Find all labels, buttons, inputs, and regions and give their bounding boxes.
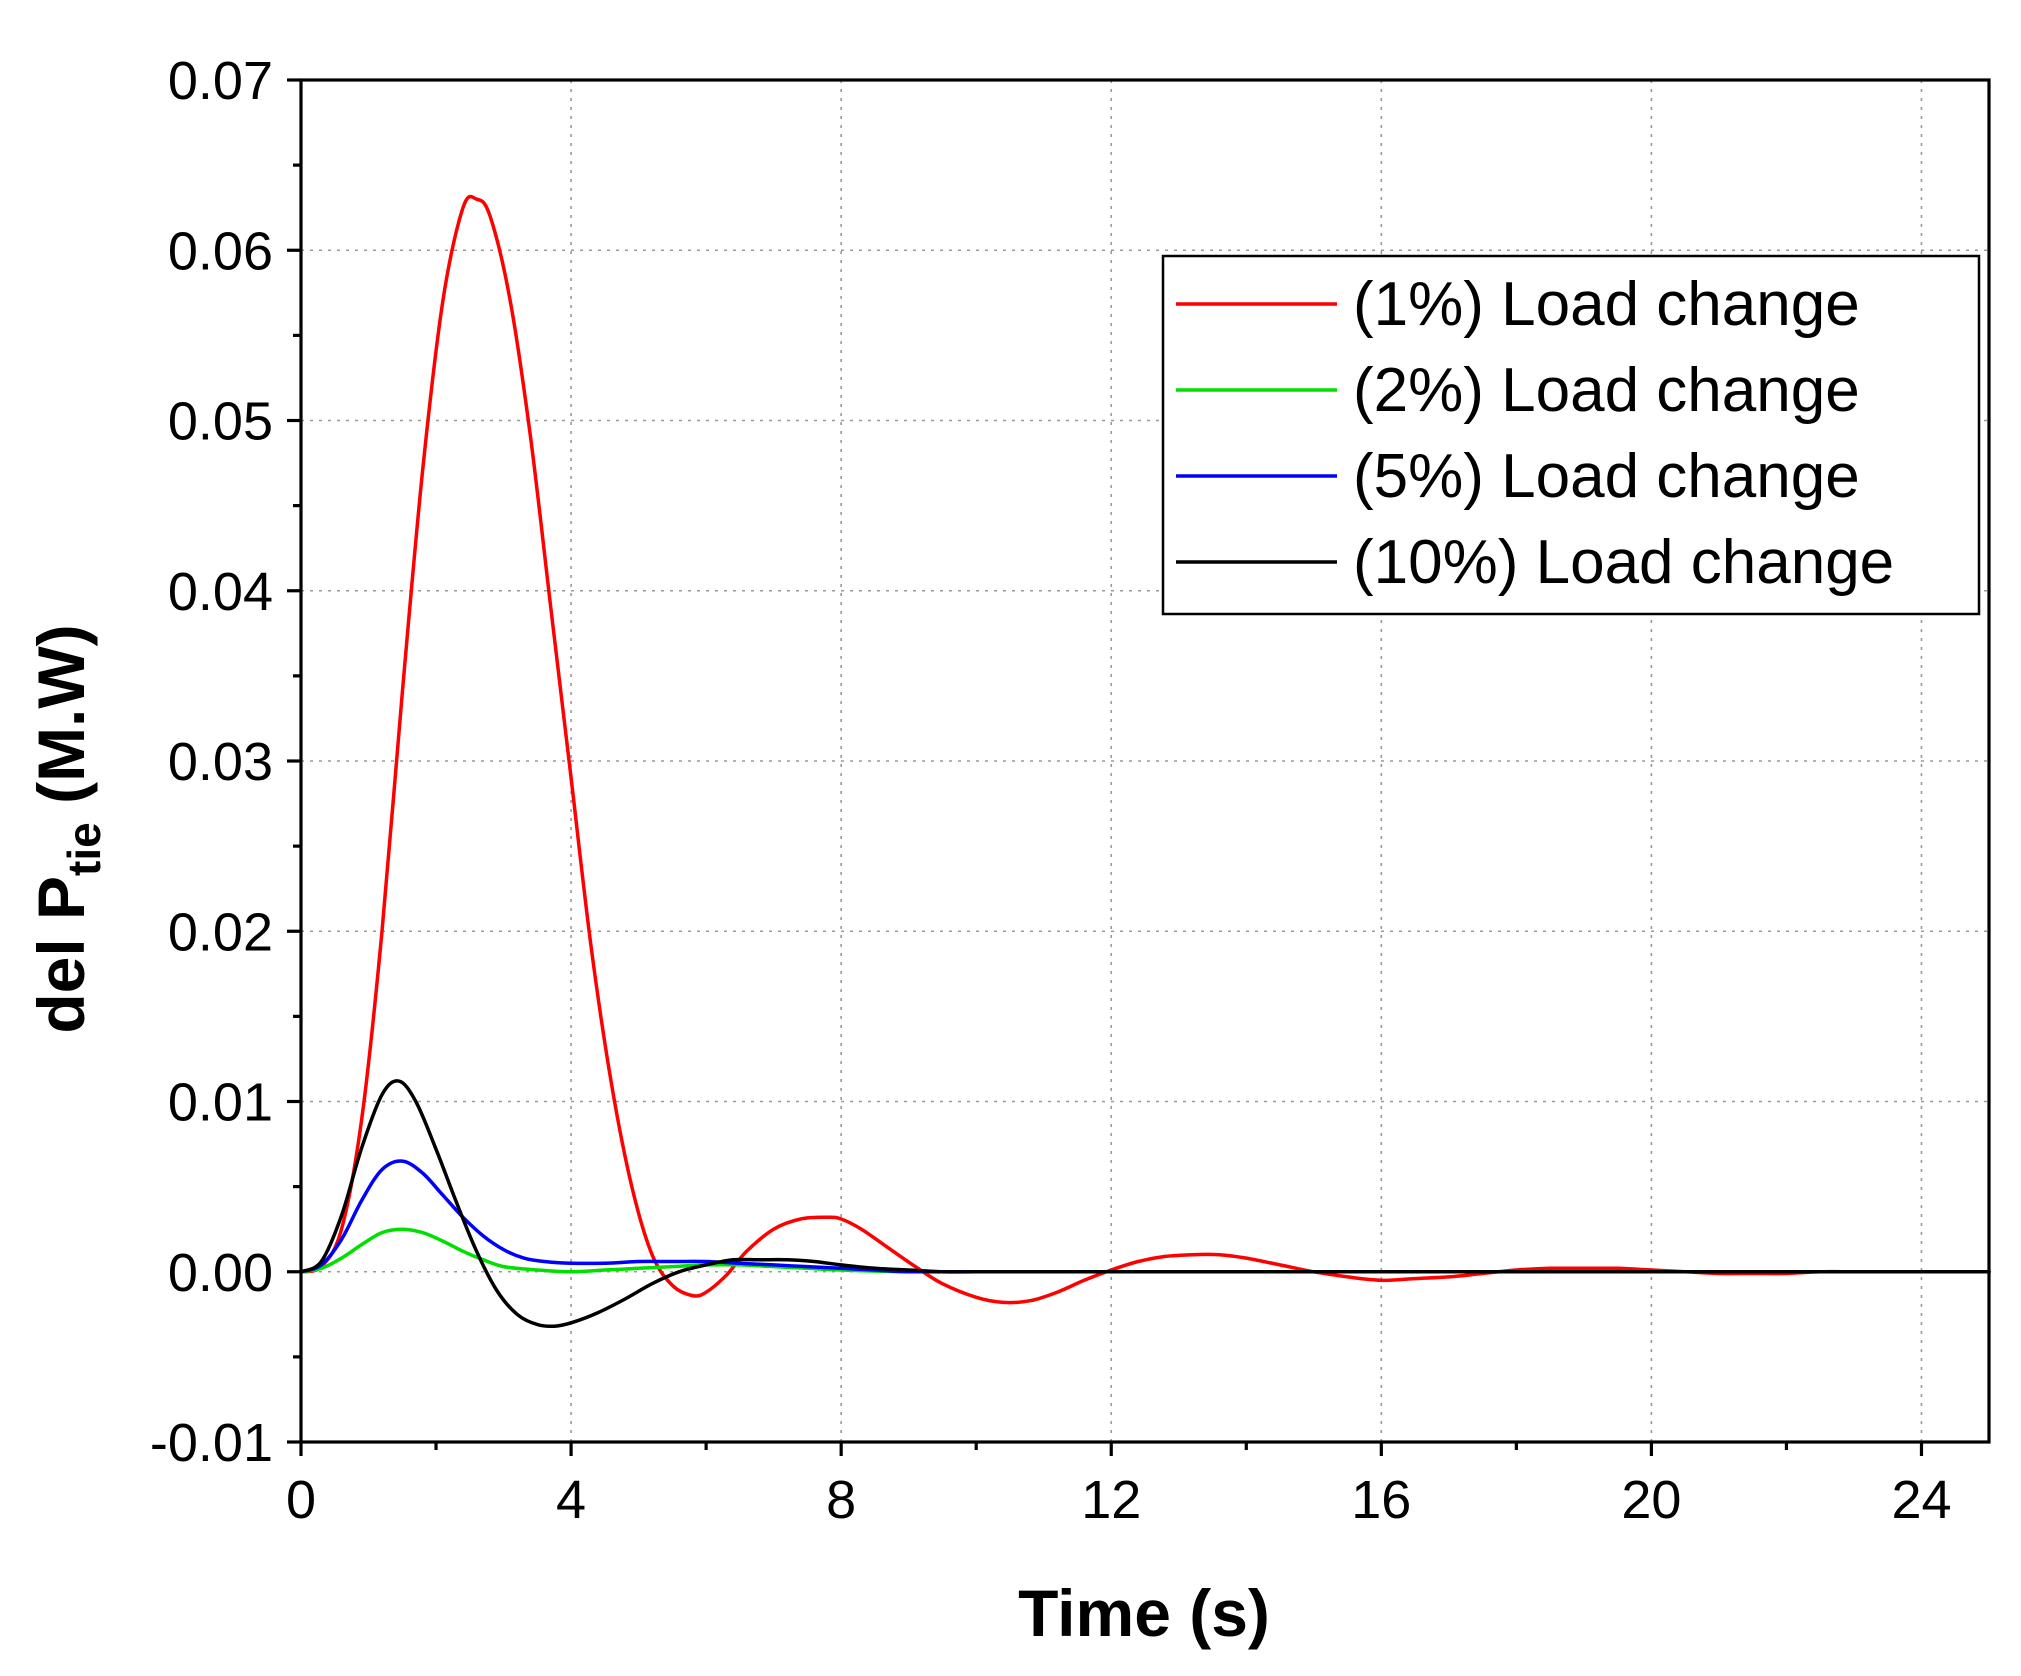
x-tick-label: 12 xyxy=(1081,1470,1141,1530)
x-tick-label: 8 xyxy=(826,1470,856,1530)
x-tick-label: 16 xyxy=(1351,1470,1411,1530)
y-tick-label: 0.03 xyxy=(168,732,273,792)
legend: (1%) Load change (2%) Load change (5%) Loa… xyxy=(1161,254,1981,616)
y-axis-title-subscript: tie xyxy=(58,822,110,876)
y-tick-label: 0.00 xyxy=(168,1243,273,1303)
y-axis-ticks: -0.01 0.00 0.01 0.02 0.03 0.04 0.05 0.06 0.07 xyxy=(150,51,301,1473)
y-tick-label: 0.04 xyxy=(168,562,273,622)
y-tick-label: 0.01 xyxy=(168,1073,273,1133)
series-line-3 xyxy=(299,1159,1991,1274)
y-axis-title-suffix: (M.W) xyxy=(24,624,98,822)
legend-box xyxy=(1161,254,1981,616)
legend-label-2: (2%) Load change xyxy=(1353,356,1860,425)
y-tick-label: 0.07 xyxy=(168,51,273,111)
series-line-2 xyxy=(299,1227,1991,1274)
y-tick-label: -0.01 xyxy=(150,1413,273,1473)
series-lines xyxy=(299,194,1991,1329)
series-line-4 xyxy=(299,1079,1991,1329)
x-axis-ticks: 0 4 8 12 16 20 24 xyxy=(286,1442,1952,1530)
x-tick-label: 24 xyxy=(1891,1470,1951,1530)
y-axis-title-main: del P xyxy=(24,876,98,1034)
x-tick-label: 0 xyxy=(286,1470,316,1530)
legend-label-3: (5%) Load change xyxy=(1353,442,1860,511)
x-tick-label: 4 xyxy=(556,1470,586,1530)
y-tick-label: 0.06 xyxy=(168,221,273,281)
y-tick-label: 0.05 xyxy=(168,392,273,452)
y-tick-label: 0.02 xyxy=(168,902,273,962)
y-axis-title: del Ptie (M.W) xyxy=(24,624,110,1033)
legend-label-4: (10%) Load change xyxy=(1353,528,1894,597)
series-line-1 xyxy=(299,194,1991,1305)
x-axis-title: Time (s) xyxy=(1018,1576,1270,1650)
x-tick-label: 20 xyxy=(1621,1470,1681,1530)
legend-label-1: (1%) Load change xyxy=(1353,270,1860,339)
